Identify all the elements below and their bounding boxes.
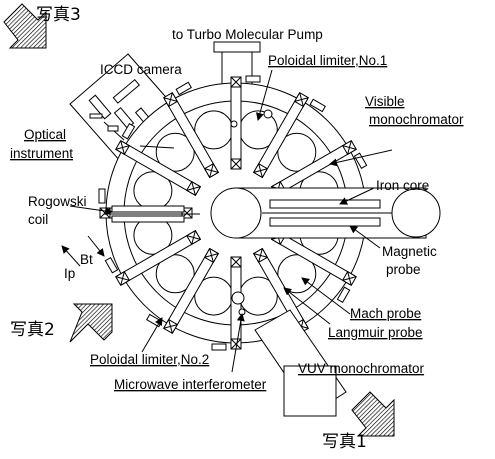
- visible-monochromator-label-2: monochromator: [369, 112, 464, 127]
- toroidal-field-coil: [146, 247, 220, 334]
- poloidal-limiter-1-label: Poloidal limiter,No.1: [268, 53, 387, 68]
- leader-lines: [69, 69, 393, 373]
- photo3-label: 写真3: [36, 5, 81, 25]
- toroidal-field-coil: [104, 229, 202, 287]
- turbo-pump-label: to Turbo Molecular Pump: [172, 27, 323, 42]
- vuv-monochromator-label: VUV monochromator: [298, 361, 425, 376]
- visible-monochromator-label-1: Visible: [365, 94, 405, 109]
- bt-arrow: [87, 235, 105, 257]
- ip-arrow: [61, 245, 81, 267]
- photo1-arrow: [351, 391, 395, 437]
- poloidal-limiter-2-label: Poloidal limiter,No.2: [90, 352, 209, 367]
- vuv-monochromator-box: [254, 309, 347, 417]
- toroidal-field-coil: [162, 81, 220, 179]
- mach-probe-label: Mach probe: [350, 306, 421, 321]
- photo2-arrow: [69, 303, 113, 343]
- top-port-marker: [230, 120, 238, 128]
- magnetic-probe-label-2: probe: [386, 262, 421, 277]
- microwave-interferometer-label: Microwave interferometer: [114, 377, 267, 392]
- iccd-camera-label: ICCD camera: [100, 62, 182, 77]
- iron-core: [210, 187, 441, 239]
- toroidal-field-coil: [252, 92, 326, 179]
- microwave-port: [231, 291, 245, 305]
- rogowski-coil-label-2: coil: [28, 212, 48, 227]
- iron-core-label: Iron core: [376, 178, 429, 193]
- port-circle: [155, 132, 195, 172]
- port-circle: [277, 132, 317, 172]
- limiter-marker: [263, 109, 273, 119]
- photo3-arrow: [3, 3, 47, 49]
- langmuir-probe-label: Langmuir probe: [328, 325, 423, 340]
- magnetic-probe-label-1: Magnetic: [382, 244, 437, 259]
- bt-label: Bt: [80, 252, 93, 267]
- optical-instrument-label-1: Optical: [24, 127, 66, 142]
- optical-instrument-label-2: instrument: [10, 146, 73, 161]
- port-circle: [155, 254, 195, 294]
- photo2-label: 写真2: [10, 320, 55, 340]
- ip-label: Ip: [64, 266, 75, 281]
- toroidal-field-coil: [115, 123, 202, 197]
- rogowski-coil-label-1: Rogowski: [28, 194, 87, 209]
- photo1-label: 写真1: [322, 432, 367, 452]
